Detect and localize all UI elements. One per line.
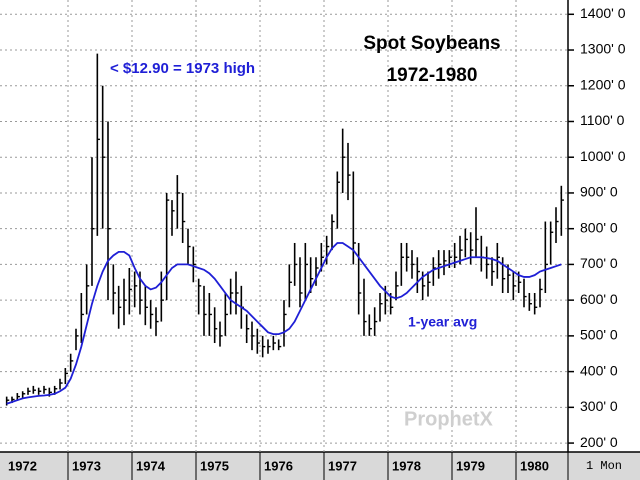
y-tick-label: 1300' 0 <box>580 41 626 57</box>
moving-average <box>6 242 562 405</box>
y-tick-label: 600' 0 <box>580 291 618 307</box>
y-tick-label: 800' 0 <box>580 219 618 235</box>
y-tick-label: 1100' 0 <box>580 112 625 128</box>
annotation: 1-year avg <box>408 314 477 330</box>
x-tick-label: 1972 <box>8 458 37 473</box>
y-tick-label: 900' 0 <box>580 184 618 200</box>
x-tick-label: 1973 <box>72 458 101 473</box>
x-tick-label: 1980 <box>520 458 549 473</box>
period-label: 1 Mon <box>586 459 622 473</box>
y-tick-label: 300' 0 <box>580 398 618 414</box>
y-tick-label: 500' 0 <box>580 327 618 343</box>
y-tick-label: 700' 0 <box>580 255 618 271</box>
annotation: < $12.90 = 1973 high <box>110 60 255 77</box>
x-tick-label: 1975 <box>200 458 229 473</box>
chart-title: Spot Soybeans <box>363 33 500 54</box>
y-tick-label: 1200' 0 <box>580 76 626 92</box>
y-tick-label: 1000' 0 <box>580 148 626 164</box>
y-tick-label: 1400' 0 <box>580 5 626 21</box>
watermark: ProphetX <box>404 408 494 430</box>
x-tick-label: 1978 <box>392 458 421 473</box>
x-tick-label: 1974 <box>136 458 166 473</box>
y-tick-label: 400' 0 <box>580 362 618 378</box>
x-tick-label: 1979 <box>456 458 485 473</box>
x-axis-panel <box>0 452 640 480</box>
chart-subtitle: 1972-1980 <box>387 65 478 86</box>
x-tick-label: 1977 <box>328 458 357 473</box>
x-tick-label: 1976 <box>264 458 293 473</box>
y-axis-panel <box>568 0 640 452</box>
plot-area <box>0 0 568 452</box>
y-tick-label: 200' 0 <box>580 434 618 450</box>
